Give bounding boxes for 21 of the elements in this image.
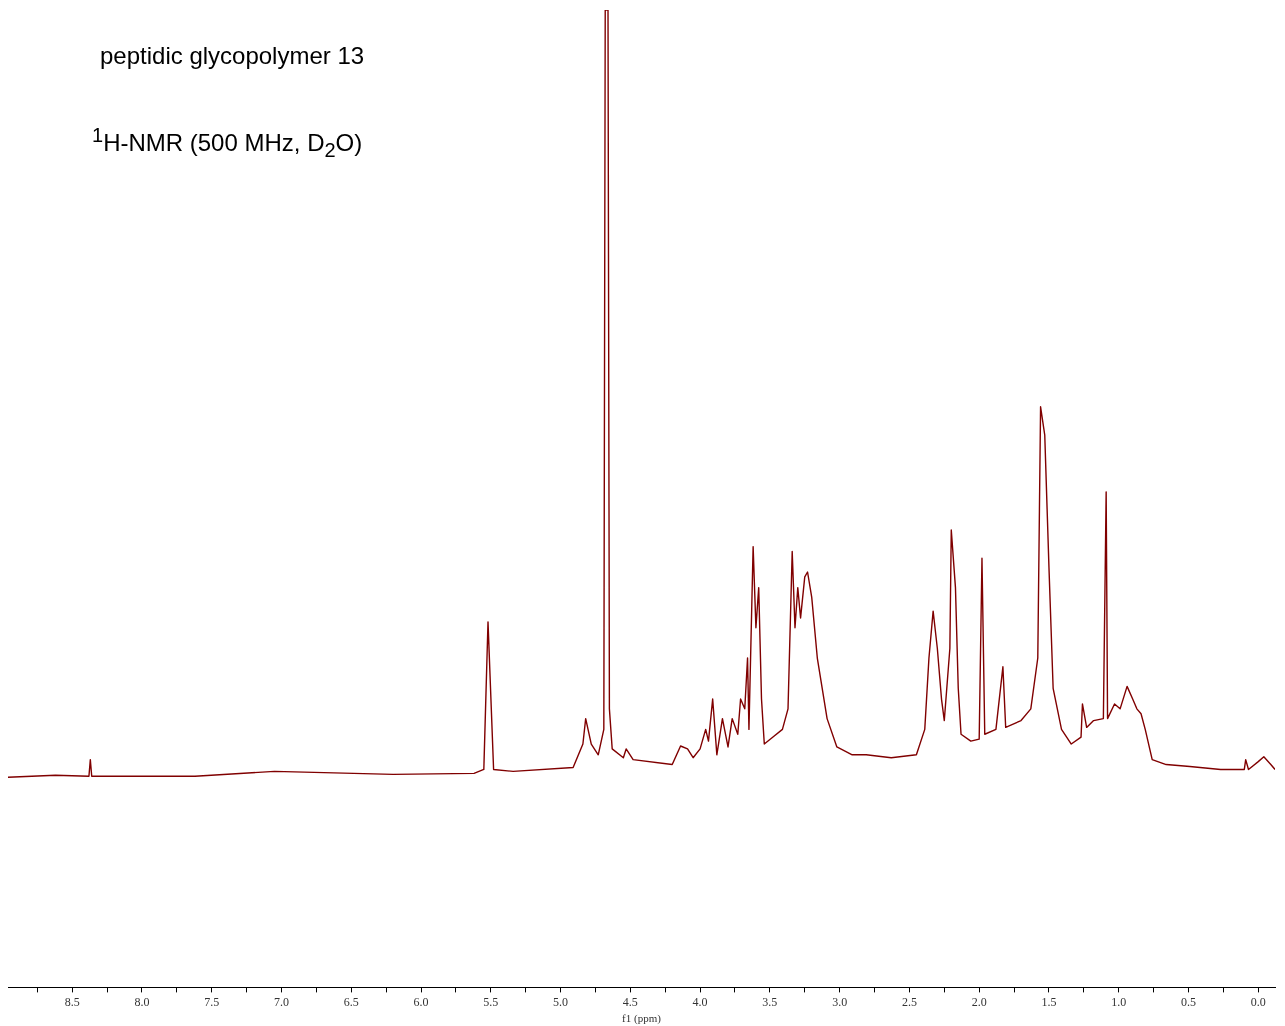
x-tick-label: 8.0 <box>134 994 150 1009</box>
x-tick-label: 6.0 <box>413 994 429 1009</box>
x-tick-label: 2.5 <box>901 994 917 1009</box>
x-axis-title: f1 (ppm) <box>622 1012 662 1026</box>
text: peptidic glycopolymer 13 <box>100 42 365 70</box>
x-tick-label: 7.5 <box>204 994 220 1009</box>
x-tick-label: 0.5 <box>1180 994 1196 1009</box>
x-tick-label: 7.0 <box>273 994 289 1009</box>
x-tick-label: 0.0 <box>1250 994 1266 1009</box>
x-tick-label: 3.5 <box>762 994 778 1009</box>
x-tick-label: 5.0 <box>553 994 569 1009</box>
text: $^{1}$H-NMR (500 MHz, D$_{2}$O) <box>92 124 363 162</box>
x-tick-label: 4.0 <box>692 994 708 1009</box>
x-tick-label: 4.5 <box>622 994 638 1009</box>
x-tick-label: 1.0 <box>1111 994 1127 1009</box>
x-tick-label: 8.5 <box>64 994 80 1009</box>
x-tick-label: 3.0 <box>832 994 848 1009</box>
x-tick-label: 6.5 <box>343 994 359 1009</box>
x-tick-label: 5.5 <box>483 994 499 1009</box>
x-tick-label: 2.0 <box>971 994 987 1009</box>
x-tick-label: 1.5 <box>1041 994 1057 1009</box>
